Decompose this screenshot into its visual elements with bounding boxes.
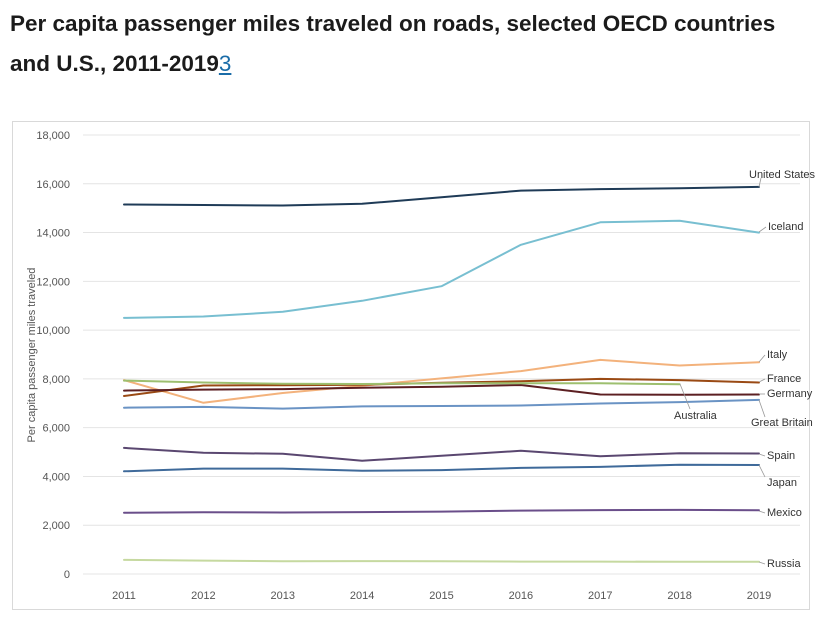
y-tick-label: 8,000 — [42, 374, 70, 386]
y-tick-label: 10,000 — [36, 325, 70, 337]
x-tick-label: 2013 — [271, 590, 295, 602]
series-line-iceland — [123, 219, 760, 319]
series-line-great-britain — [123, 398, 760, 410]
leader-line-australia — [679, 383, 691, 410]
y-tick-label: 2,000 — [42, 520, 70, 532]
leader-line-france — [758, 378, 766, 383]
series-line-australia — [123, 379, 681, 386]
series-label-italy: Italy — [767, 349, 788, 361]
leader-line-russia — [758, 561, 766, 565]
x-tick-label: 2015 — [429, 590, 453, 602]
series-line-spain — [123, 446, 760, 462]
gridlines — [83, 134, 800, 575]
series-label-great-britain: Great Britain — [751, 417, 813, 429]
x-tick-label: 2019 — [747, 590, 771, 602]
series-label-mexico: Mexico — [767, 507, 802, 519]
leader-line-spain — [758, 453, 766, 457]
y-axis-label: Per capita passenger miles traveled — [26, 268, 38, 443]
y-tick-label: 0 — [64, 569, 70, 581]
chart-title: Per capita passenger miles traveled on r… — [10, 4, 815, 84]
series-line-italy — [123, 358, 760, 404]
x-tick-label: 2018 — [667, 590, 691, 602]
footnote-reference-link[interactable]: 3 — [218, 51, 232, 76]
series-label-france: France — [767, 373, 801, 385]
series-line-mexico — [123, 508, 760, 514]
x-tick-label: 2012 — [191, 590, 215, 602]
y-tick-label: 4,000 — [42, 471, 70, 483]
leader-line-iceland — [758, 226, 767, 233]
y-tick-label: 12,000 — [36, 276, 70, 288]
x-tick-label: 2016 — [509, 590, 533, 602]
y-tick-label: 14,000 — [36, 228, 70, 240]
series-label-iceland: Iceland — [768, 221, 803, 233]
y-tick-label: 16,000 — [36, 179, 70, 191]
series-label-united-states: United States — [749, 169, 816, 181]
leader-line-italy — [758, 354, 766, 363]
series-line-russia — [123, 558, 760, 563]
axis-ticks: 0 2,000 4,000 6,000 8,000 10,000 12,000 14,000 1… — [36, 130, 771, 602]
series-label-germany: Germany — [767, 388, 813, 400]
label-leaders — [679, 177, 767, 565]
leader-line-japan — [758, 464, 766, 478]
leader-line-mexico — [758, 510, 766, 514]
y-tick-label: 18,000 — [36, 130, 70, 142]
series-lines — [123, 185, 760, 563]
series-line-united-states — [123, 185, 760, 207]
series-label-spain: Spain — [767, 450, 795, 462]
y-tick-label: 6,000 — [42, 423, 70, 435]
x-tick-label: 2011 — [112, 590, 136, 602]
series-label-australia: Australia — [674, 410, 718, 422]
series-label-russia: Russia — [767, 558, 802, 570]
series-line-germany — [123, 384, 760, 396]
x-tick-label: 2014 — [350, 590, 374, 602]
chart-title-text: Per capita passenger miles traveled on r… — [10, 11, 776, 76]
leader-line-united-states — [758, 177, 762, 188]
x-tick-label: 2017 — [588, 590, 612, 602]
leader-line-great-britain — [758, 399, 766, 418]
series-label-japan: Japan — [767, 477, 797, 489]
series-labels: United States Iceland Italy France Germany Au… — [674, 169, 816, 570]
series-line-japan — [123, 463, 760, 473]
